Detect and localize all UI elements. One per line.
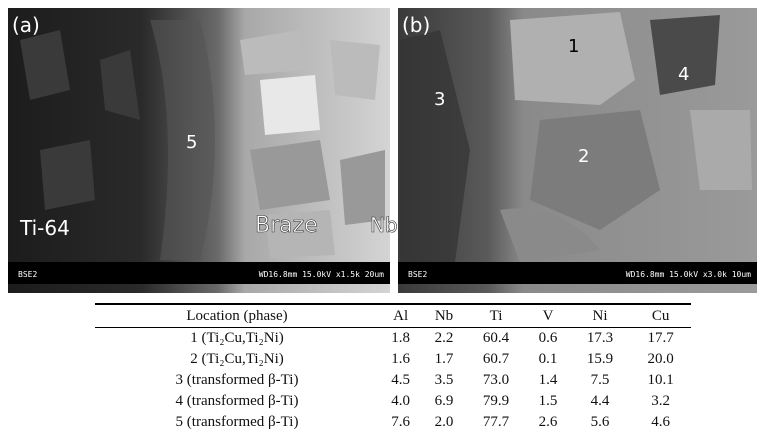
table-cell: 1.8 [379,328,422,350]
header-cell: Al [379,304,422,328]
table-cell: 2.2 [422,328,465,350]
table-cell: 17.7 [630,328,691,350]
table-cell: 2.6 [526,412,569,433]
table-cell: 7.5 [570,370,631,391]
table-cell: 77.7 [466,412,527,433]
table-cell: 5.6 [570,412,631,433]
table-cell: 2.0 [422,412,465,433]
table-cell: 20.0 [630,349,691,370]
phase-label: 1 [568,36,579,57]
table-cell: 73.0 [466,370,527,391]
table-cell: 3.5 [422,370,465,391]
table-cell: 2 (Ti₂Cu,Ti₂Ni) [95,349,379,370]
sem-image-a: (a) Ti-64 5 Braze Nb BSE2 WD16.8mm 15.0k… [8,8,398,293]
header-cell: Ti [466,304,527,328]
phase-label: 5 [186,132,197,153]
table-cell: 3.2 [630,391,691,412]
table-cell: 4.6 [630,412,691,433]
table-cell: 60.4 [466,328,527,350]
phase-label: 3 [434,89,445,110]
table-cell: 60.7 [466,349,527,370]
table-cell: 10.1 [630,370,691,391]
detector: BSE2 [408,270,427,279]
detector: BSE2 [18,270,37,279]
image-info: WD16.8mm 15.0kV x1.5k 20um [259,270,384,279]
phase-label: Braze [255,213,318,238]
table-cell: 1.6 [379,349,422,370]
phase-label: Nb [370,213,398,237]
panel-label: (b) [402,13,430,37]
header-cell: Nb [422,304,465,328]
header-cell: V [526,304,569,328]
phase-label: 2 [578,146,589,167]
figure: (a) Ti-64 5 Braze Nb BSE2 WD16.8mm 15.0k… [0,0,762,300]
table-cell: 1 (Ti₂Cu,Ti₂Ni) [95,328,379,350]
table-cell: 0.6 [526,328,569,350]
table-cell: 3 (transformed β-Ti) [95,370,379,391]
table-cell: 4.0 [379,391,422,412]
panel-label: (a) [12,13,40,37]
phase-label: 4 [678,64,689,85]
phase-label: Ti-64 [19,216,70,240]
header-cell: Cu [630,304,691,328]
table-cell: 6.9 [422,391,465,412]
table-cell: 17.3 [570,328,631,350]
header-cell: Ni [570,304,631,328]
page: (a) Ti-64 5 Braze Nb BSE2 WD16.8mm 15.0k… [0,0,762,438]
table-cell: 7.6 [379,412,422,433]
image-info: WD16.8mm 15.0kV x3.0k 10um [626,270,751,279]
sem-image-b: (b) 1 2 3 4 BSE2 WD16.8mm 15.0kV x3.0k 1… [398,8,757,293]
table-cell: 1.7 [422,349,465,370]
table-cell: 1.5 [526,391,569,412]
table-cell: 1.4 [526,370,569,391]
table-cell: 15.9 [570,349,631,370]
table-cell: 4 (transformed β-Ti) [95,391,379,412]
header-cell: Location (phase) [95,304,379,328]
table-cell: 0.1 [526,349,569,370]
table-cell: 5 (transformed β-Ti) [95,412,379,433]
table-cell: 4.5 [379,370,422,391]
table-cell: 4.4 [570,391,631,412]
table-cell: 79.9 [466,391,527,412]
